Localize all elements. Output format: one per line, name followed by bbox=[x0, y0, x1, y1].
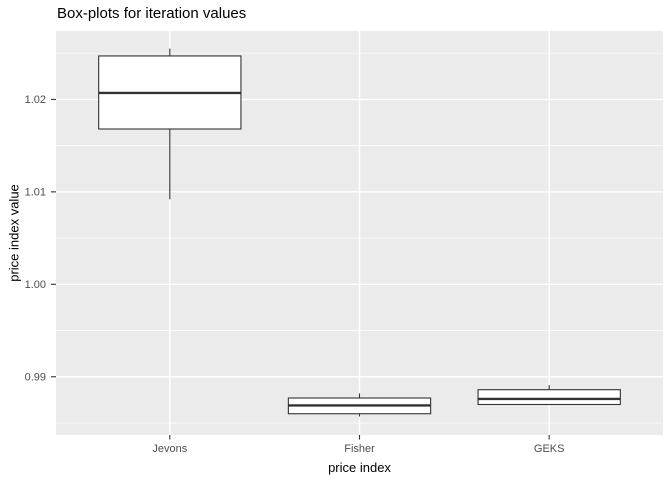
y-tick-label: 1.02 bbox=[25, 94, 46, 106]
y-axis-title: price index value bbox=[6, 184, 22, 282]
y-tick-label: 0.99 bbox=[25, 371, 46, 383]
chart-title: Box-plots for iteration values bbox=[57, 5, 247, 22]
x-tick-label: GEKS bbox=[534, 443, 565, 455]
x-axis-title: price index bbox=[328, 460, 391, 475]
box-geks bbox=[477, 389, 621, 406]
x-tick-label: Fisher bbox=[344, 443, 375, 455]
y-tick-label: 1.00 bbox=[25, 279, 46, 291]
x-tick-label: Jevons bbox=[152, 443, 187, 455]
y-tick-label: 1.01 bbox=[25, 186, 46, 198]
